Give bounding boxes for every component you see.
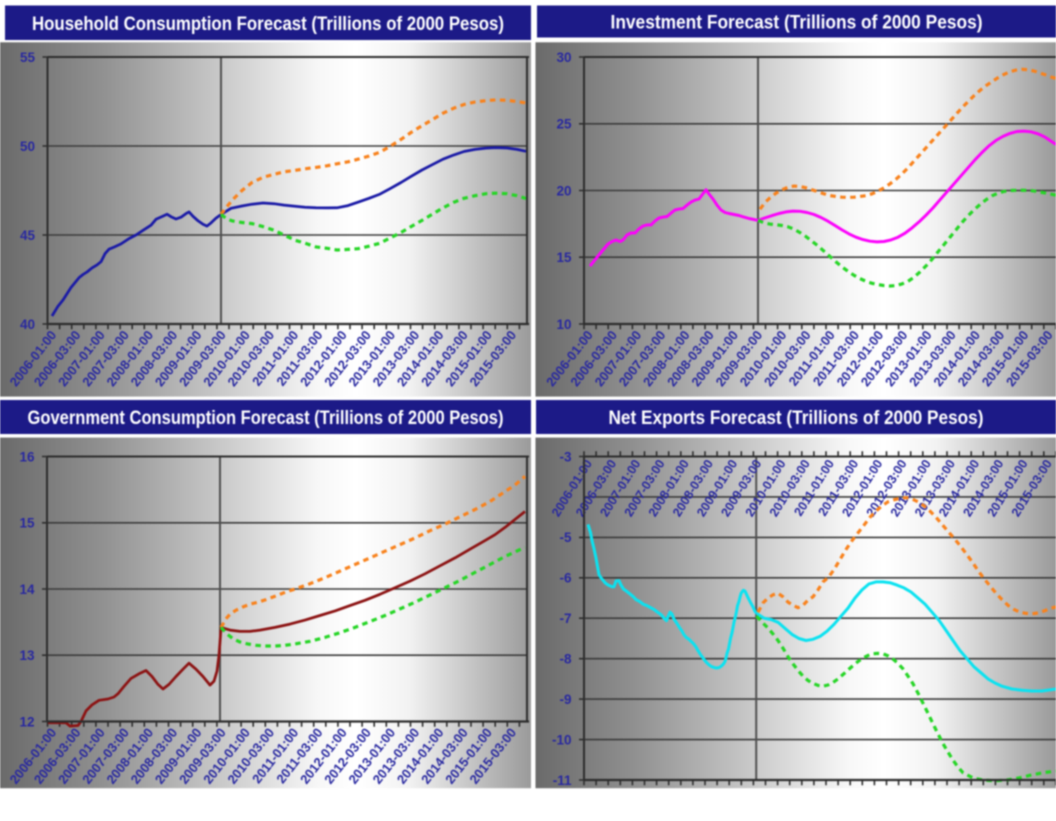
svg-text:Net Exports Forecast (Trillion: Net Exports Forecast (Trillions of 2000 … [609,407,984,429]
svg-text:Household Consumption Forecast: Household Consumption Forecast (Trillion… [32,13,504,35]
svg-text:15: 15 [556,250,572,265]
svg-text:25: 25 [556,117,572,132]
svg-text:50: 50 [20,139,35,154]
svg-text:12: 12 [19,714,34,729]
svg-text:-5: -5 [559,530,571,545]
svg-text:15: 15 [19,516,35,531]
svg-text:10: 10 [556,317,571,332]
svg-text:13: 13 [19,648,35,663]
svg-text:-11: -11 [553,773,572,788]
svg-text:40: 40 [20,317,35,332]
svg-text:55: 55 [20,50,36,65]
svg-text:-6: -6 [559,571,571,586]
svg-text:Government Consumption Forecas: Government Consumption Forecast (Trillio… [28,407,504,429]
svg-text:-7: -7 [559,611,571,626]
svg-text:14: 14 [19,582,35,597]
svg-text:20: 20 [556,183,571,198]
svg-text:-10: -10 [552,732,572,747]
svg-text:-8: -8 [559,652,571,667]
svg-text:45: 45 [20,228,36,243]
svg-text:-9: -9 [559,692,571,707]
svg-text:Investment Forecast (Trillions: Investment Forecast (Trillions of 2000 P… [611,12,983,34]
svg-text:16: 16 [19,449,35,464]
svg-text:-3: -3 [559,449,571,464]
svg-text:30: 30 [556,50,571,65]
